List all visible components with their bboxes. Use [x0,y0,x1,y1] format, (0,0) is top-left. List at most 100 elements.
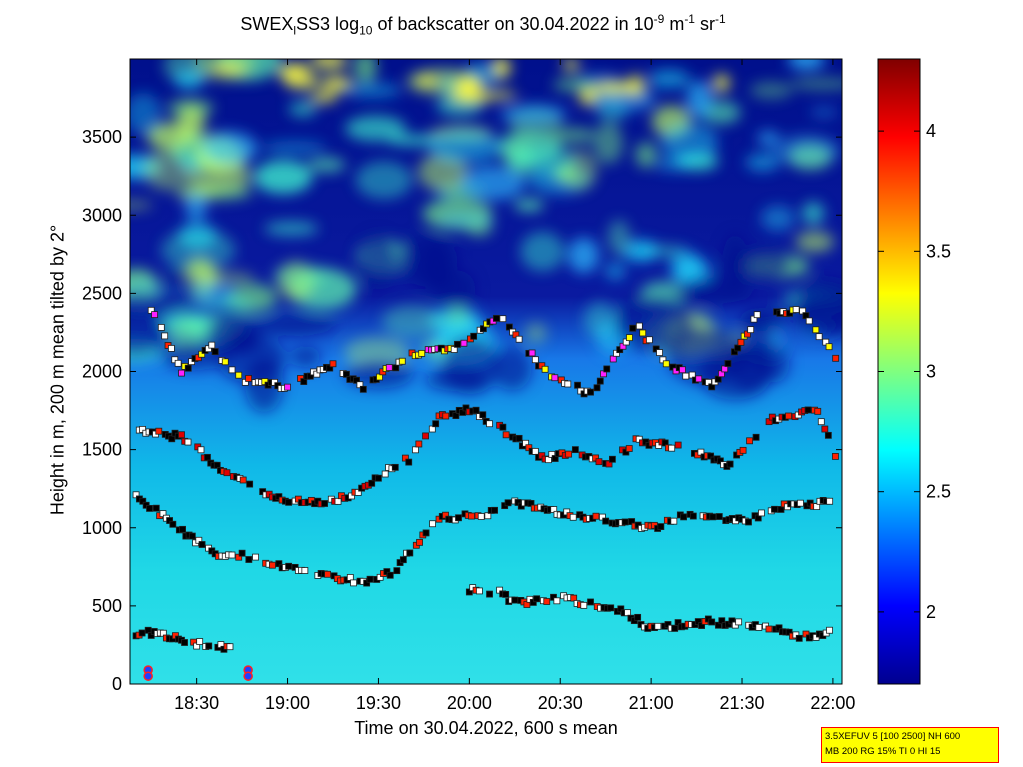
layer-marker [758,509,765,517]
colorbar-tick-label: 2.5 [926,482,951,502]
layer-marker [734,344,742,352]
texture-blob [173,69,205,90]
texture-blob [550,127,596,144]
layer-marker [301,567,309,574]
texture-blob [290,346,321,368]
texture-blob [355,161,413,200]
texture-blob [474,91,518,100]
layer-marker [624,609,631,617]
layer-marker [708,618,716,626]
x-tick-label: 20:00 [447,693,492,713]
layer-marker [285,562,293,570]
layer-marker [486,420,493,428]
layer-marker [252,553,259,561]
texture-blob [436,213,495,227]
layer-marker [155,427,163,435]
layer-marker [646,336,653,344]
y-tick-label: 1000 [82,518,122,538]
layer-marker [821,425,829,433]
texture-blob [647,69,691,89]
texture-blob [635,142,657,168]
y-tick-label: 1500 [82,440,122,460]
layer-marker [169,520,177,528]
layer-marker [815,333,823,341]
layer-marker [492,314,500,322]
layer-marker [625,445,633,452]
layer-marker [826,626,833,634]
layer-marker [596,377,604,385]
layer-marker [739,446,747,454]
texture-blob [310,59,348,69]
layer-marker [603,365,611,373]
texture-blob [789,77,842,90]
layer-marker [422,529,430,537]
layer-marker [188,532,196,540]
layer-marker [350,579,357,587]
texture-blob [320,75,352,92]
texture-blob [508,146,577,176]
texture-blob [201,131,258,165]
layer-marker [634,613,642,621]
layer-marker [541,365,549,373]
layer-marker [817,418,825,426]
layer-marker [385,364,393,371]
layer-marker [245,375,252,382]
layer-marker [621,518,629,526]
texture-blob [491,59,511,79]
layer-marker [565,450,573,458]
texture-blob [607,219,631,256]
texture-blob [146,122,195,150]
texture-blob [795,292,842,337]
texture-blob [622,240,658,262]
layer-marker [184,438,192,446]
texture-blob [655,157,692,172]
layer-marker [528,349,536,357]
layer-marker [228,551,236,559]
layer-marker [502,590,510,598]
layer-marker [198,541,206,548]
layer-marker [735,618,743,626]
y-axis: 0 500 1000 1500 2000 2500 3000 3500 [82,127,842,694]
layer-marker [429,520,436,528]
colorbar-tick-label: 2 [926,602,936,622]
info-line-1: 3.5XEFUV 5 [100 2500] NH 600 [825,731,961,742]
layer-marker [607,604,615,612]
layer-marker [531,447,539,455]
texture-blob [261,140,327,156]
layer-marker [321,500,328,507]
layer-marker [602,517,610,525]
layer-marker [812,326,820,334]
layer-marker [587,598,594,606]
layer-marker [515,335,523,343]
layer-marker [680,513,687,521]
layer-marker [245,556,253,563]
layer-marker [825,343,833,351]
layer-marker [268,561,276,569]
texture-blob [309,92,338,103]
texture-blob [673,277,755,304]
layer-marker [235,371,243,379]
texture-blob [130,292,172,314]
layer-marker [832,453,839,460]
layer-marker [662,360,670,368]
texture-blob [160,229,236,271]
layer-marker [238,549,246,557]
texture-blob [499,104,567,124]
layer-marker [747,326,755,334]
layer-marker [146,505,153,512]
layer-marker [785,412,792,420]
texture-blob [604,262,626,281]
colorbar [877,58,921,685]
layer-marker [391,463,399,471]
texture-blob [568,237,599,274]
layer-marker [174,359,182,367]
y-tick-label: 0 [112,674,122,694]
texture-blob [613,295,695,351]
layer-marker [161,332,169,340]
layer-marker [196,638,204,645]
texture-blob [713,74,730,92]
layer-marker [609,455,616,463]
texture-blob [425,368,490,392]
layer-marker [832,354,840,362]
texture-blob [278,66,300,80]
